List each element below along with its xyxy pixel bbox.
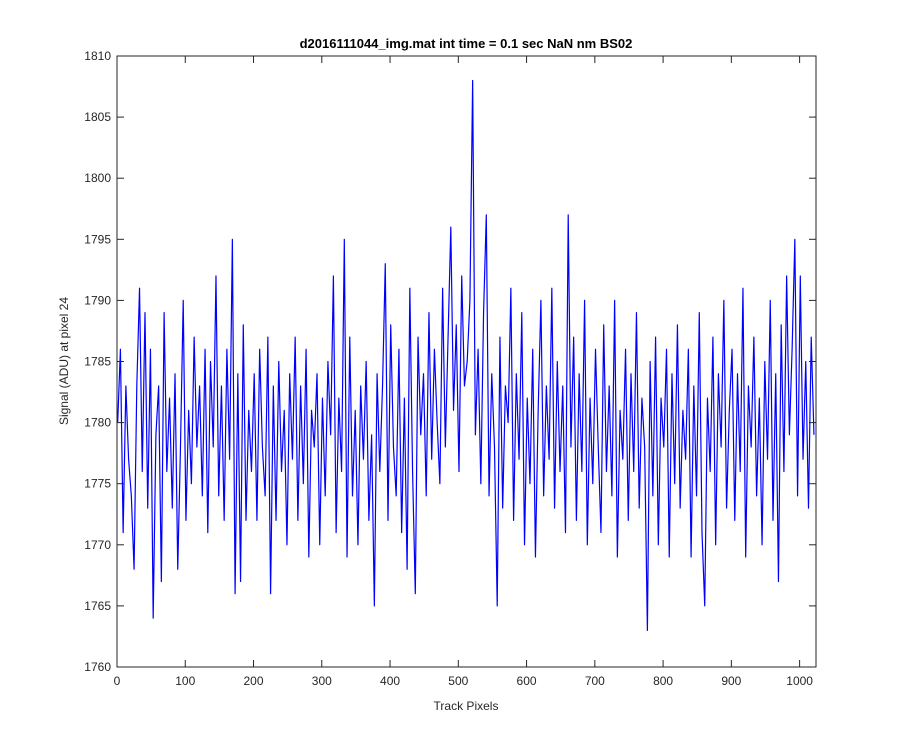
x-tick-label: 300 [312,674,332,688]
y-tick-label: 1765 [84,599,111,613]
x-tick-label: 800 [653,674,673,688]
x-tick-label: 900 [721,674,741,688]
x-tick-label: 500 [448,674,468,688]
x-tick-label: 700 [585,674,605,688]
y-tick-label: 1775 [84,477,111,491]
y-tick-label: 1790 [84,293,111,307]
x-tick-label: 0 [114,674,121,688]
y-tick-label: 1760 [84,660,111,674]
y-tick-label: 1780 [84,416,111,430]
x-tick-label: 400 [380,674,400,688]
x-tick-label: 100 [175,674,195,688]
y-axis-label: Signal (ADU) at pixel 24 [57,297,71,425]
chart-title: d2016111044_img.mat int time = 0.1 sec N… [300,36,633,51]
x-tick-label: 200 [244,674,264,688]
y-tick-label: 1770 [84,538,111,552]
y-tick-label: 1795 [84,232,111,246]
y-tick-label: 1810 [84,49,111,63]
x-tick-label: 1000 [786,674,813,688]
x-axis-label: Track Pixels [434,699,499,713]
y-tick-label: 1785 [84,355,111,369]
x-tick-label: 600 [517,674,537,688]
data-line [117,79,815,631]
y-tick-label: 1800 [84,171,111,185]
y-tick-label: 1805 [84,110,111,124]
